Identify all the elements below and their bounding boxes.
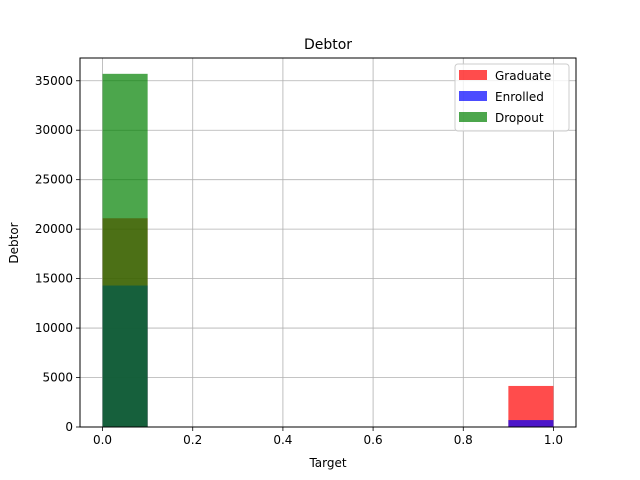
y-axis-label: Debtor (7, 222, 21, 263)
y-tick-label: 15000 (35, 272, 73, 286)
y-tick-label: 5000 (42, 371, 73, 385)
legend-label-graduate: Graduate (495, 69, 551, 83)
x-tick-label: 0.8 (454, 433, 473, 447)
x-axis-label: Target (308, 456, 346, 470)
legend-swatch-enrolled (459, 91, 487, 101)
x-tick-label: 0.2 (183, 433, 202, 447)
y-tick-label: 35000 (35, 74, 73, 88)
legend-swatch-graduate (459, 70, 487, 80)
legend-label-dropout: Dropout (495, 111, 544, 125)
x-tick-label: 0.0 (93, 433, 112, 447)
x-tick-label: 0.4 (273, 433, 292, 447)
y-tick-label: 10000 (35, 321, 73, 335)
y-tick-label: 20000 (35, 222, 73, 236)
legend: Graduate Enrolled Dropout (454, 63, 570, 132)
x-tick-label: 1.0 (544, 433, 563, 447)
y-tick-label: 30000 (35, 123, 73, 137)
y-tick-label: 0 (65, 420, 73, 434)
bar-dropout (102, 73, 148, 427)
chart-title: Debtor (304, 37, 352, 53)
legend-swatch-dropout (459, 112, 487, 122)
plot-frame (79, 57, 577, 428)
histogram-bars (102, 73, 554, 427)
y-tick-label: 25000 (35, 173, 73, 187)
bar-enrolled (508, 420, 554, 427)
legend-label-enrolled: Enrolled (495, 90, 544, 104)
grid-lines (80, 58, 576, 428)
x-tick-label: 0.6 (364, 433, 383, 447)
axis-ticks: 0.0 0.2 0.4 0.6 0.8 1.0 0 5000 10000 15000 20000 25… (35, 74, 563, 447)
